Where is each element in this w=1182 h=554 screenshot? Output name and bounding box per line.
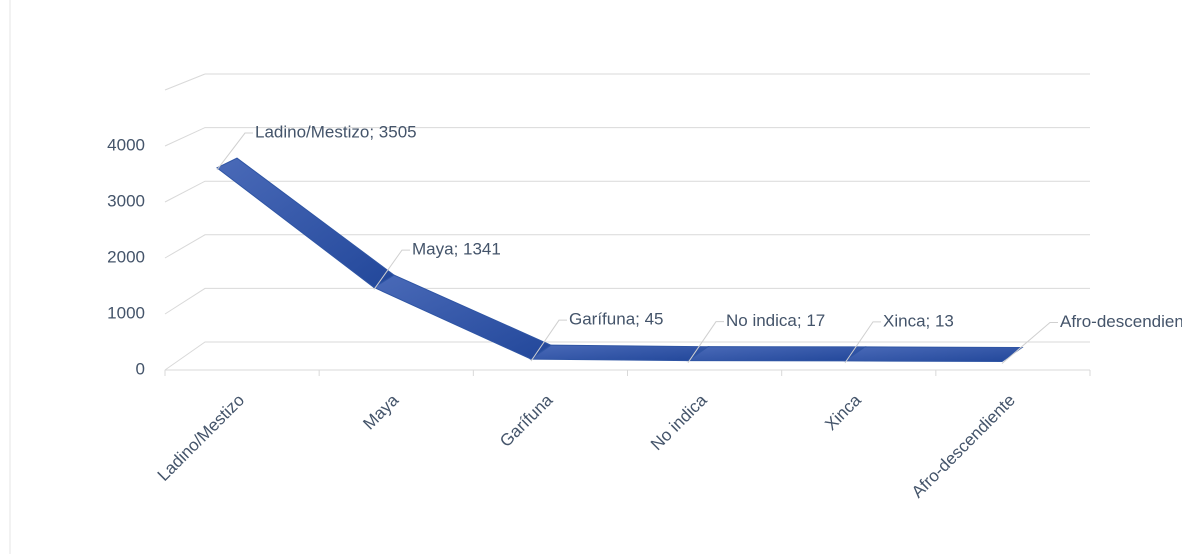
x-tick-label: Ladino/Mestizo: [154, 391, 248, 485]
grid-line: [164, 127, 1090, 147]
x-tick-label: Afro-descendiente: [908, 391, 1019, 502]
x-tick-label: Maya: [359, 390, 402, 433]
ribbon-segment: [372, 274, 553, 360]
data-label: Maya; 1341: [412, 240, 501, 259]
x-tick-label: Xinca: [821, 390, 865, 434]
y-tick-label: 4000: [107, 135, 145, 154]
wall-side: [164, 73, 206, 91]
x-tick-label: No indica: [647, 390, 711, 454]
leader-line: [687, 321, 724, 363]
data-label: Afro-descendiente; 1: [1060, 312, 1182, 331]
y-tick-label: 0: [136, 359, 145, 378]
data-label: Ladino/Mestizo; 3505: [255, 123, 417, 142]
y-tick-label: 3000: [107, 191, 145, 210]
ribbon-segment: [843, 346, 1024, 363]
leader-line: [844, 321, 881, 364]
ribbon-segment: [529, 344, 710, 362]
y-tick-label: 1000: [107, 303, 145, 322]
ribbon-segment: [216, 157, 395, 289]
grid-line: [164, 234, 1090, 259]
grid-line: [164, 180, 1090, 203]
ribbon-segment: [686, 346, 867, 362]
y-tick-label: 2000: [107, 247, 145, 266]
data-label: No indica; 17: [726, 311, 825, 330]
grid-line: [164, 341, 1090, 371]
grid-line: [164, 287, 1090, 315]
data-label: Xinca; 13: [883, 311, 954, 330]
leader-line: [373, 249, 410, 290]
leader-line: [530, 319, 567, 362]
data-label: Garífuna; 45: [569, 310, 664, 329]
leader-line: [1001, 322, 1058, 364]
x-tick-label: Garífuna: [496, 390, 557, 451]
leader-line: [216, 132, 253, 171]
